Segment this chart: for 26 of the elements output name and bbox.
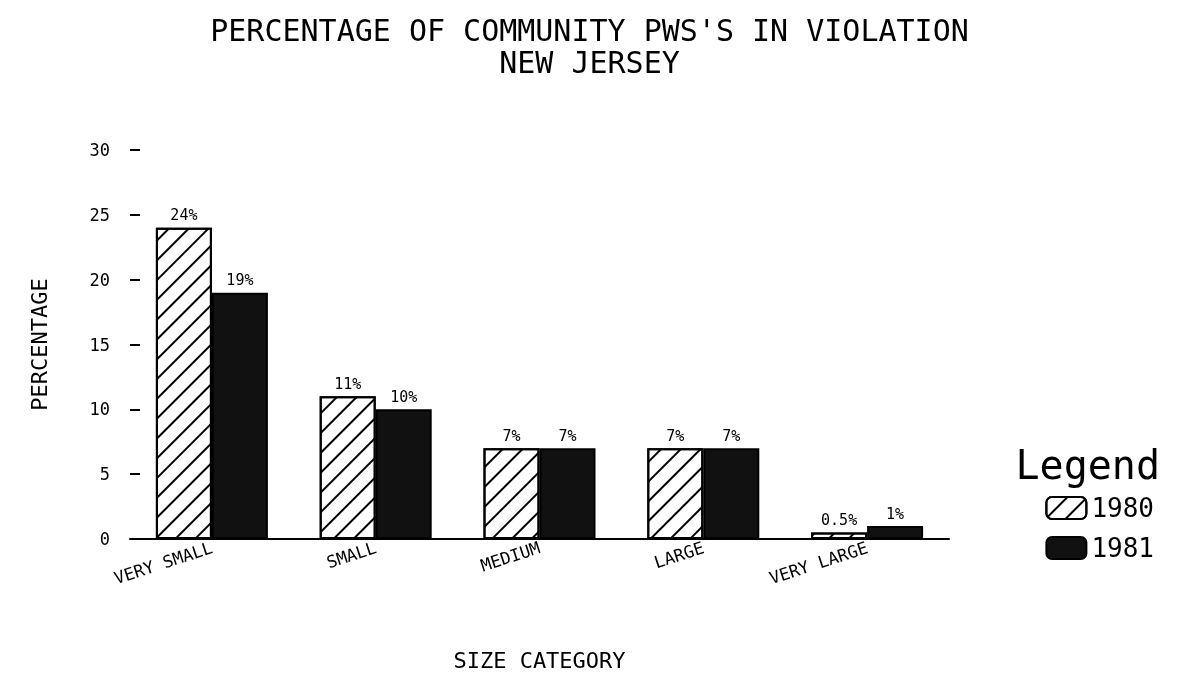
y-tick-label: 0	[99, 529, 110, 549]
data-label: 7%	[666, 426, 685, 445]
x-tick-label: LARGE	[651, 537, 707, 573]
data-label: 7%	[502, 426, 521, 445]
y-tick-label: 25	[89, 204, 110, 225]
data-label: 0.5%	[821, 511, 858, 530]
x-axis-title: SIZE CATEGORY	[453, 647, 626, 673]
y-axis-title: PERCENTAGE	[26, 278, 52, 411]
data-label: 10%	[390, 387, 418, 406]
data-label: 24%	[170, 206, 198, 225]
data-label: 11%	[334, 374, 362, 393]
y-tick-label: 30	[89, 140, 110, 160]
data-label: 7%	[722, 426, 741, 445]
legend-title: Legend	[1015, 442, 1161, 488]
x-tick-label: VERY SMALL	[111, 537, 215, 589]
x-tick-label: VERY LARGE	[766, 537, 871, 589]
data-label: 1%	[886, 504, 905, 523]
y-tick-label: 20	[89, 269, 110, 290]
y-tick-label: 15	[89, 334, 110, 355]
x-tick-label: SMALL	[323, 537, 379, 573]
y-tick-label: 10	[89, 399, 110, 420]
legend-label: 1981	[1091, 533, 1155, 563]
y-tick-label: 5	[99, 464, 110, 485]
data-label: 19%	[226, 271, 254, 290]
legend-label: 1980	[1091, 493, 1155, 523]
data-label: 7%	[558, 426, 577, 445]
